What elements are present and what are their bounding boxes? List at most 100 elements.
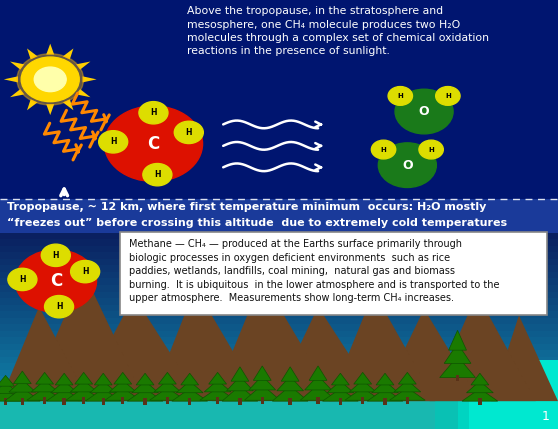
Bar — [0, 266, 558, 273]
Polygon shape — [94, 373, 112, 385]
Polygon shape — [70, 380, 97, 392]
Polygon shape — [46, 389, 82, 401]
Polygon shape — [63, 48, 74, 59]
Text: H: H — [52, 251, 59, 260]
Polygon shape — [430, 294, 536, 401]
Bar — [0, 298, 558, 305]
Bar — [0, 324, 558, 331]
Polygon shape — [51, 381, 78, 393]
Text: O: O — [402, 159, 413, 172]
Bar — [0, 272, 558, 279]
Circle shape — [21, 57, 79, 102]
Circle shape — [395, 89, 453, 134]
Polygon shape — [9, 380, 36, 392]
Bar — [0, 344, 558, 351]
Text: 1: 1 — [542, 410, 550, 423]
Bar — [0, 415, 558, 423]
Polygon shape — [176, 381, 203, 393]
Text: H: H — [445, 93, 451, 99]
Circle shape — [17, 54, 84, 105]
Circle shape — [8, 268, 37, 290]
Polygon shape — [379, 309, 480, 401]
Bar — [143, 398, 147, 405]
Polygon shape — [39, 307, 89, 401]
Bar — [0, 233, 558, 240]
Polygon shape — [90, 381, 117, 393]
Bar — [82, 397, 85, 404]
Polygon shape — [63, 100, 74, 110]
Polygon shape — [13, 371, 31, 384]
Circle shape — [372, 140, 396, 159]
Polygon shape — [389, 388, 425, 400]
Circle shape — [139, 102, 168, 124]
Bar — [383, 398, 387, 405]
Polygon shape — [78, 296, 201, 401]
Polygon shape — [105, 388, 141, 400]
Bar — [478, 398, 482, 405]
Bar — [0, 305, 558, 312]
Bar — [435, 378, 469, 429]
Polygon shape — [204, 380, 231, 392]
Text: C: C — [50, 272, 62, 290]
Polygon shape — [331, 373, 349, 385]
Polygon shape — [46, 44, 54, 54]
Text: H: H — [428, 147, 434, 153]
Polygon shape — [55, 373, 73, 385]
Polygon shape — [0, 375, 15, 386]
Text: H: H — [56, 302, 62, 311]
Bar — [0, 337, 558, 344]
Bar — [0, 389, 558, 396]
Polygon shape — [0, 383, 19, 393]
Bar — [316, 397, 320, 404]
Polygon shape — [0, 307, 89, 401]
Bar — [0, 376, 558, 384]
Polygon shape — [440, 356, 475, 378]
Bar — [339, 398, 342, 405]
Text: H: H — [150, 108, 157, 117]
Bar — [0, 278, 558, 286]
Polygon shape — [10, 89, 24, 97]
Bar — [0, 383, 558, 390]
Polygon shape — [253, 366, 271, 381]
Bar — [43, 397, 46, 404]
Bar — [0, 356, 558, 364]
Bar — [288, 398, 292, 405]
Polygon shape — [249, 375, 276, 390]
Polygon shape — [66, 388, 102, 400]
Polygon shape — [281, 367, 299, 381]
Bar — [0, 0, 558, 199]
Polygon shape — [349, 380, 376, 392]
Polygon shape — [76, 89, 90, 97]
Polygon shape — [318, 307, 379, 401]
Circle shape — [15, 250, 97, 312]
Bar — [0, 402, 558, 409]
Text: Tropopause, ~ 12 km, where first temperature minimum  occurs: H₂O mostly: Tropopause, ~ 12 km, where first tempera… — [7, 202, 486, 211]
Bar — [0, 252, 558, 260]
Circle shape — [99, 131, 128, 153]
Bar — [216, 397, 219, 404]
Polygon shape — [471, 373, 489, 385]
Polygon shape — [394, 380, 421, 392]
Polygon shape — [323, 389, 358, 401]
Bar — [0, 234, 558, 429]
Bar — [0, 396, 558, 403]
Text: H: H — [19, 275, 26, 284]
Polygon shape — [376, 373, 394, 385]
Text: O: O — [418, 105, 430, 118]
Polygon shape — [114, 372, 132, 384]
Bar — [361, 397, 364, 404]
Polygon shape — [262, 279, 335, 401]
Polygon shape — [272, 386, 308, 401]
Polygon shape — [109, 380, 136, 392]
Polygon shape — [195, 287, 262, 401]
Bar — [0, 369, 558, 377]
Polygon shape — [477, 294, 536, 401]
Polygon shape — [462, 389, 498, 401]
Polygon shape — [27, 388, 62, 400]
Circle shape — [378, 143, 436, 187]
Polygon shape — [85, 389, 121, 401]
Polygon shape — [466, 381, 493, 393]
Bar — [456, 375, 459, 381]
Circle shape — [436, 87, 460, 105]
Circle shape — [34, 67, 66, 92]
